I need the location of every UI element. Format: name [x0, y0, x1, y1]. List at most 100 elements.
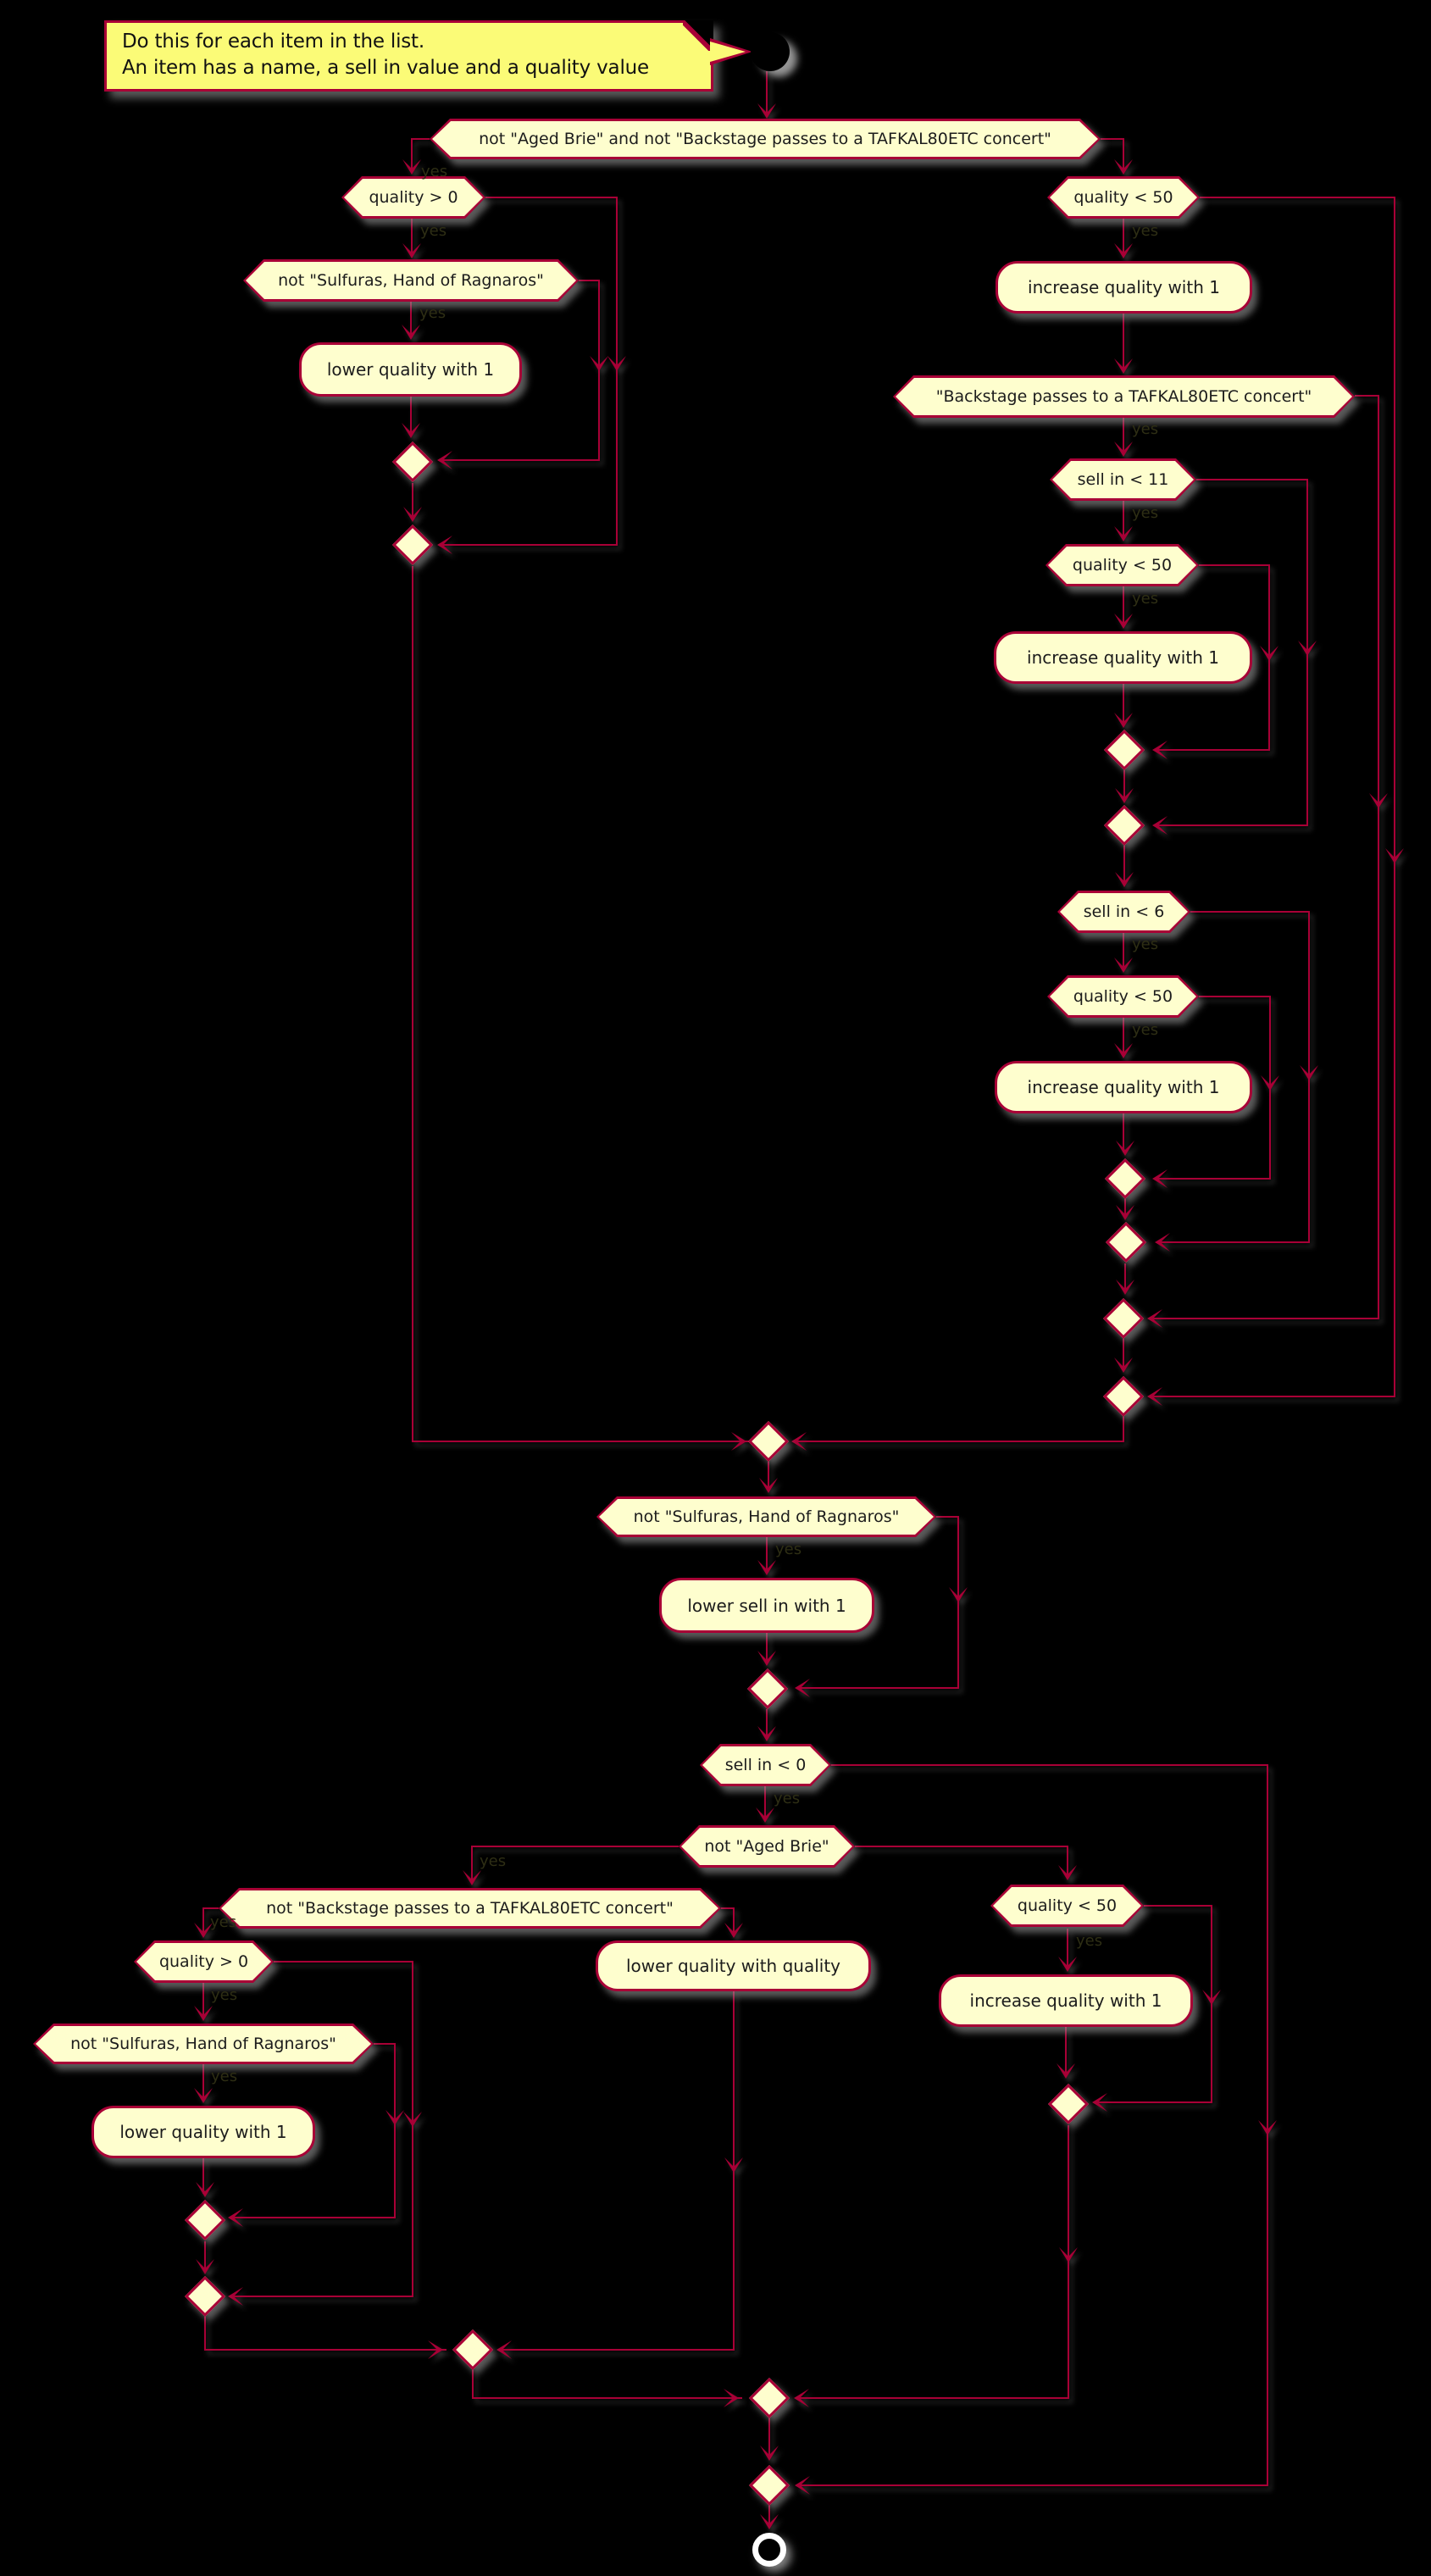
arrowhead-icon	[949, 1587, 968, 1602]
arrowhead-icon	[794, 2389, 809, 2407]
arrowhead-icon	[1152, 1169, 1168, 1188]
arrowhead-icon	[1114, 243, 1133, 258]
arrowhead-icon	[1385, 848, 1404, 863]
arrowhead-icon	[1058, 1865, 1077, 1880]
arrowhead-icon	[1260, 646, 1278, 661]
flow-edge	[471, 1846, 679, 1882]
condition-sell-in-lt-6: sell in < 6	[1057, 891, 1190, 933]
merge-diamond	[1047, 2083, 1090, 2125]
branch-label-yes: yes	[1132, 420, 1159, 438]
condition-not-aged-brie-and-not-backstage: not "Aged Brie" and not "Backstage passe…	[430, 119, 1101, 159]
activity-lower-sell-in-with-1: lower sell in with 1	[659, 1578, 874, 1633]
branch-label-yes: yes	[1132, 504, 1159, 522]
condition-quality-gt-0: quality > 0	[341, 176, 485, 219]
arrowhead-icon	[1114, 526, 1133, 541]
merge-diamond	[184, 2275, 226, 2318]
activity-increase-quality-with-1: increase quality with 1	[994, 631, 1252, 684]
flow-edge	[411, 138, 430, 171]
flow-edge	[798, 1764, 1268, 2486]
condition-quality-lt-50: quality < 50	[990, 1885, 1144, 1927]
flow-edge	[1151, 395, 1379, 1319]
condition-not-sulfuras: not "Sulfuras, Hand of Ragnaros"	[243, 259, 579, 302]
merge-diamond	[391, 524, 434, 566]
condition-sell-in-lt-11: sell in < 11	[1050, 458, 1196, 501]
branch-label-yes: yes	[419, 304, 446, 322]
arrowhead-icon	[759, 1478, 778, 1493]
arrowhead-icon	[463, 1870, 481, 1885]
condition-backstage-passes: "Backstage passes to a TAFKAL80ETC conce…	[893, 375, 1355, 418]
arrowhead-icon	[1114, 358, 1133, 374]
merge-diamond	[1102, 1297, 1145, 1340]
merge-diamond	[184, 2199, 226, 2241]
arrowhead-icon	[795, 2476, 810, 2495]
note: Do this for each item in the list. An it…	[104, 20, 713, 92]
branch-label-yes: yes	[421, 163, 448, 180]
arrowhead-icon	[196, 2182, 214, 2197]
merge-diamond	[1103, 804, 1145, 847]
arrowhead-icon	[760, 2446, 779, 2461]
branch-label-yes: yes	[211, 2068, 238, 2085]
branch-label-yes: yes	[420, 222, 447, 240]
arrowhead-icon	[1147, 1387, 1162, 1406]
branch-label-yes: yes	[775, 1541, 802, 1558]
branch-label-yes: yes	[210, 1913, 237, 1931]
merge-diamond	[1105, 1221, 1147, 1263]
arrowhead-icon	[403, 507, 422, 522]
arrowhead-icon	[437, 451, 452, 469]
flow-edge	[412, 566, 749, 1442]
arrowhead-icon	[1114, 713, 1133, 728]
arrowhead-icon	[760, 2514, 779, 2529]
condition-not-sulfuras: not "Sulfuras, Hand of Ragnaros"	[596, 1496, 936, 1537]
arrowhead-icon	[402, 243, 421, 258]
arrowhead-icon	[1114, 958, 1133, 973]
arrowhead-icon	[196, 2259, 214, 2274]
arrowhead-icon	[724, 2157, 743, 2173]
flow-edge	[202, 1907, 219, 1935]
branch-label-yes: yes	[1076, 1932, 1103, 1950]
activity-lower-quality-with-1: lower quality with 1	[299, 342, 522, 397]
arrowhead-icon	[228, 2208, 243, 2227]
condition-not-backstage-passes: not "Backstage passes to a TAFKAL80ETC c…	[219, 1888, 721, 1929]
branch-label-yes: yes	[1132, 935, 1159, 953]
arrowhead-icon	[1059, 2247, 1078, 2262]
condition-not-sulfuras: not "Sulfuras, Hand of Ragnaros"	[33, 2024, 374, 2064]
activity-increase-quality-with-1: increase quality with 1	[939, 1974, 1193, 2027]
arrowhead-icon	[757, 103, 776, 119]
end-node	[752, 2533, 786, 2567]
arrowhead-icon	[1092, 2093, 1107, 2112]
flow-edge	[797, 2125, 1069, 2399]
arrowhead-icon	[1202, 1990, 1221, 2005]
arrowhead-icon	[791, 1432, 807, 1451]
flow-edge	[231, 1961, 413, 2297]
condition-quality-gt-0: quality > 0	[134, 1940, 274, 1983]
arrowhead-icon	[1258, 2120, 1277, 2135]
arrowhead-icon	[1116, 1141, 1134, 1156]
merge-diamond	[746, 1668, 789, 1710]
merge-diamond	[1104, 1158, 1146, 1200]
branch-label-yes: yes	[1132, 1021, 1159, 1039]
arrowhead-icon	[228, 2287, 243, 2306]
arrowhead-icon	[1116, 1280, 1134, 1295]
flow-edge	[795, 1417, 1124, 1442]
start-node	[751, 32, 790, 71]
arrowhead-icon	[1115, 788, 1134, 803]
note-line-1: Do this for each item in the list.	[122, 31, 424, 53]
note-pointer-icon	[710, 42, 746, 62]
arrowhead-icon	[1152, 816, 1168, 835]
arrowhead-icon	[607, 356, 626, 371]
arrowhead-icon	[194, 2088, 213, 2103]
arrowhead-icon	[757, 1726, 776, 1741]
activity-lower-quality-with-1: lower quality with 1	[92, 2106, 315, 2158]
flow-edge	[204, 2317, 446, 2351]
arrowhead-icon	[385, 2110, 404, 2125]
arrowhead-icon	[1114, 159, 1133, 175]
branch-label-yes: yes	[1132, 222, 1159, 240]
arrowhead-icon	[1057, 2063, 1075, 2079]
arrowhead-icon	[194, 2006, 213, 2021]
arrowhead-icon	[1114, 613, 1133, 629]
arrowhead-icon	[731, 1432, 746, 1451]
arrowhead-icon	[437, 536, 452, 554]
flow-edge	[231, 2043, 396, 2218]
arrowhead-icon	[1116, 1205, 1134, 1220]
